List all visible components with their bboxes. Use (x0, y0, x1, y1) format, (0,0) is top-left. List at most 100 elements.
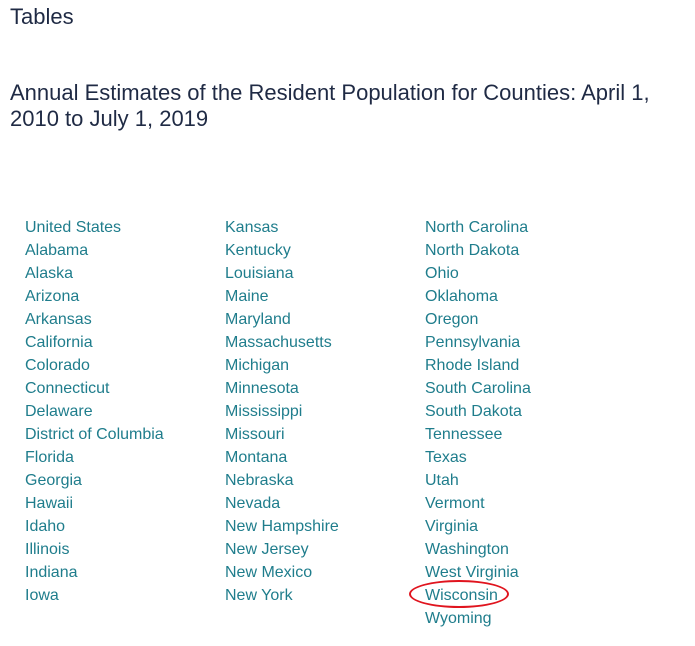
state-list-item: Arizona (25, 285, 164, 308)
state-link-alaska[interactable]: Alaska (25, 265, 74, 282)
state-link-texas[interactable]: Texas (425, 449, 467, 466)
state-list-item: Connecticut (25, 377, 164, 400)
state-link-wisconsin[interactable]: Wisconsin (425, 587, 498, 604)
state-link-ohio[interactable]: Ohio (425, 265, 459, 282)
state-list-item: Hawaii (25, 492, 164, 515)
state-link-wyoming[interactable]: Wyoming (425, 610, 492, 627)
state-link-new-jersey[interactable]: New Jersey (225, 541, 309, 558)
state-list-item: Louisiana (225, 262, 339, 285)
state-list-item: Maine (225, 285, 339, 308)
state-link-colorado[interactable]: Colorado (25, 357, 90, 374)
state-link-michigan[interactable]: Michigan (225, 357, 290, 374)
state-link-new-york[interactable]: New York (225, 587, 293, 604)
state-list-item: South Dakota (425, 400, 531, 423)
state-link-nevada[interactable]: Nevada (225, 495, 281, 512)
state-list-item: Kansas (225, 216, 339, 239)
state-link-south-carolina[interactable]: South Carolina (425, 380, 531, 397)
state-link-florida[interactable]: Florida (25, 449, 74, 466)
state-link-louisiana[interactable]: Louisiana (225, 265, 294, 282)
state-list-column-1: United States Alabama Alaska Arizona Arkansa… (25, 216, 164, 607)
state-list-item: United States (25, 216, 164, 239)
state-list-item: Massachusetts (225, 331, 339, 354)
state-link-connecticut[interactable]: Connecticut (25, 380, 110, 397)
state-link-rhode-island[interactable]: Rhode Island (425, 357, 520, 374)
state-list-item: Mississippi (225, 400, 339, 423)
state-link-tennessee[interactable]: Tennessee (425, 426, 503, 443)
state-list-item: Minnesota (225, 377, 339, 400)
state-list-item: Michigan (225, 354, 339, 377)
state-list-item: Oklahoma (425, 285, 531, 308)
state-list-item: Vermont (425, 492, 531, 515)
state-link-maryland[interactable]: Maryland (225, 311, 291, 328)
state-list-item: Delaware (25, 400, 164, 423)
state-link-idaho[interactable]: Idaho (25, 518, 66, 535)
state-link-new-hampshire[interactable]: New Hampshire (225, 518, 339, 535)
state-link-illinois[interactable]: Illinois (25, 541, 70, 558)
state-link-minnesota[interactable]: Minnesota (225, 380, 299, 397)
state-list-item: Wisconsin (425, 584, 531, 607)
state-link-alabama[interactable]: Alabama (25, 242, 89, 259)
state-list-item: Idaho (25, 515, 164, 538)
state-link-oklahoma[interactable]: Oklahoma (425, 288, 498, 305)
state-list-item: District of Columbia (25, 423, 164, 446)
state-list-item: West Virginia (425, 561, 531, 584)
state-link-delaware[interactable]: Delaware (25, 403, 93, 420)
state-list-item: North Dakota (425, 239, 531, 262)
state-list-item: North Carolina (425, 216, 531, 239)
state-link-arkansas[interactable]: Arkansas (25, 311, 92, 328)
state-link-maine[interactable]: Maine (225, 288, 269, 305)
state-link-kansas[interactable]: Kansas (225, 219, 279, 236)
state-list-column-3: North Carolina North Dakota Ohio Oklahoma Or… (425, 216, 531, 630)
state-link-pennsylvania[interactable]: Pennsylvania (425, 334, 521, 351)
state-link-iowa[interactable]: Iowa (25, 587, 59, 604)
state-link-vermont[interactable]: Vermont (425, 495, 485, 512)
state-link-district-of-columbia[interactable]: District of Columbia (25, 426, 164, 443)
state-list-item: Illinois (25, 538, 164, 561)
state-link-utah[interactable]: Utah (425, 472, 459, 489)
state-list-item: Oregon (425, 308, 531, 331)
state-link-united-states[interactable]: United States (25, 219, 122, 236)
state-list-item: Utah (425, 469, 531, 492)
state-list-item: New York (225, 584, 339, 607)
state-list-column-2: Kansas Kentucky Louisiana Maine Maryland Mass… (225, 216, 339, 607)
state-link-missouri[interactable]: Missouri (225, 426, 285, 443)
state-list-item: Alabama (25, 239, 164, 262)
state-list-item: Georgia (25, 469, 164, 492)
state-list-item: Nebraska (225, 469, 339, 492)
state-link-new-mexico[interactable]: New Mexico (225, 564, 313, 581)
state-link-nebraska[interactable]: Nebraska (225, 472, 294, 489)
state-list-item: Ohio (425, 262, 531, 285)
state-link-west-virginia[interactable]: West Virginia (425, 564, 519, 581)
state-list-item: Pennsylvania (425, 331, 531, 354)
state-list-item: California (25, 331, 164, 354)
table-title: Annual Estimates of the Resident Populat… (10, 80, 650, 131)
state-list-item: Kentucky (225, 239, 339, 262)
state-link-arizona[interactable]: Arizona (25, 288, 80, 305)
state-list-item: New Jersey (225, 538, 339, 561)
state-list-item: Montana (225, 446, 339, 469)
state-list-item: Missouri (225, 423, 339, 446)
state-link-washington[interactable]: Washington (425, 541, 509, 558)
state-link-mississippi[interactable]: Mississippi (225, 403, 303, 420)
state-link-indiana[interactable]: Indiana (25, 564, 78, 581)
state-list-item: Colorado (25, 354, 164, 377)
state-list-item: Washington (425, 538, 531, 561)
state-link-north-carolina[interactable]: North Carolina (425, 219, 529, 236)
state-link-south-dakota[interactable]: South Dakota (425, 403, 522, 420)
section-heading: Tables (10, 4, 74, 29)
state-link-virginia[interactable]: Virginia (425, 518, 479, 535)
state-link-north-dakota[interactable]: North Dakota (425, 242, 520, 259)
state-list-item: New Mexico (225, 561, 339, 584)
state-link-oregon[interactable]: Oregon (425, 311, 479, 328)
state-list-item: South Carolina (425, 377, 531, 400)
state-link-montana[interactable]: Montana (225, 449, 288, 466)
state-link-kentucky[interactable]: Kentucky (225, 242, 291, 259)
state-list-item: Rhode Island (425, 354, 531, 377)
state-link-hawaii[interactable]: Hawaii (25, 495, 74, 512)
state-list-item: Maryland (225, 308, 339, 331)
state-link-georgia[interactable]: Georgia (25, 472, 82, 489)
state-list-item: Iowa (25, 584, 164, 607)
state-link-massachusetts[interactable]: Massachusetts (225, 334, 332, 351)
state-link-california[interactable]: California (25, 334, 93, 351)
state-list-item: Arkansas (25, 308, 164, 331)
